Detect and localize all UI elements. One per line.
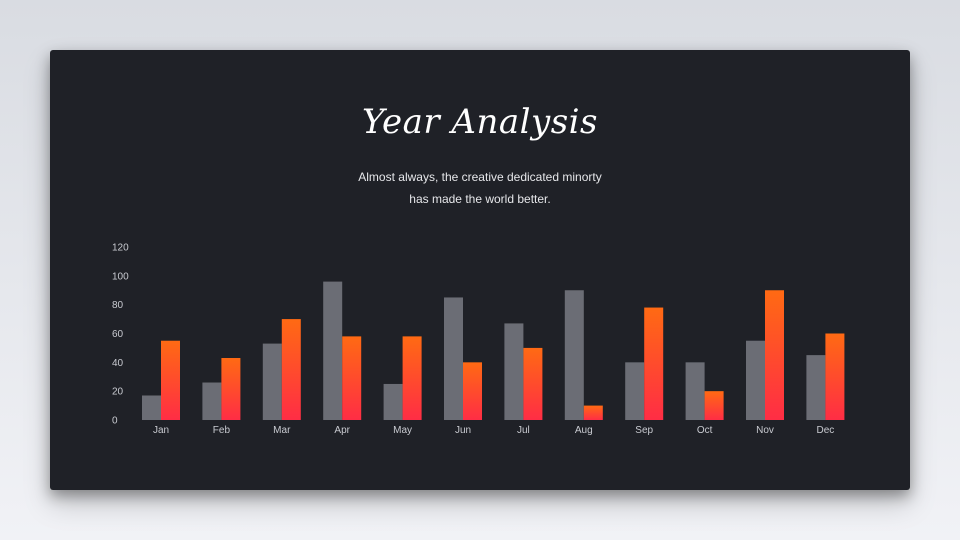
y-tick-label: 20 bbox=[112, 387, 124, 398]
bar-gray bbox=[625, 362, 645, 420]
x-tick-label: Jan bbox=[153, 425, 169, 436]
bar-gray bbox=[444, 297, 463, 420]
subtitle-line-2: has made the world better. bbox=[409, 192, 551, 206]
x-tick-label: Jun bbox=[455, 425, 471, 436]
bar-orange bbox=[704, 391, 724, 420]
x-tick-label: Apr bbox=[334, 425, 350, 436]
bar-gray bbox=[746, 340, 765, 420]
bar-orange bbox=[281, 319, 301, 420]
x-tick-label: Oct bbox=[697, 425, 713, 436]
bar-gray bbox=[142, 395, 161, 420]
y-tick-label: 40 bbox=[112, 358, 124, 369]
bar-orange bbox=[463, 362, 482, 420]
bar-orange bbox=[161, 340, 180, 420]
x-axis: Jan Feb Mar Apr May Jun Jul Aug Sep Oct Nov Dec bbox=[153, 425, 834, 436]
bar-orange bbox=[583, 405, 603, 420]
bars bbox=[142, 281, 845, 420]
slide-panel: Year Analysis Almost always, the creativ… bbox=[50, 50, 910, 490]
bar-gray bbox=[262, 343, 282, 420]
bar-gray bbox=[383, 383, 403, 420]
bar-orange bbox=[765, 290, 784, 420]
bar-gray bbox=[806, 355, 826, 420]
bar-gray bbox=[202, 382, 222, 420]
x-tick-label: Jul bbox=[517, 425, 530, 436]
bar-orange bbox=[644, 307, 664, 420]
bar-gray bbox=[685, 362, 705, 420]
x-tick-label: Nov bbox=[756, 425, 774, 436]
bar-orange bbox=[523, 347, 543, 420]
x-tick-label: Dec bbox=[817, 425, 835, 436]
bar-gray bbox=[564, 290, 584, 420]
bar-chart: 0 20 40 60 80 100 120 Jan Feb Mar Apr May Jun Jul Aug… bbox=[112, 243, 845, 436]
y-tick-label: 60 bbox=[112, 329, 124, 340]
bar-gray bbox=[504, 323, 524, 420]
slide-title: Year Analysis bbox=[361, 102, 599, 142]
bar-orange bbox=[402, 336, 422, 420]
bar-orange bbox=[825, 333, 845, 420]
y-tick-label: 80 bbox=[112, 300, 124, 311]
bar-orange bbox=[221, 358, 241, 420]
subtitle-line-1: Almost always, the creative dedicated mi… bbox=[358, 170, 602, 184]
y-axis: 0 20 40 60 80 100 120 bbox=[112, 243, 129, 427]
slide-subtitle: Almost always, the creative dedicated mi… bbox=[50, 166, 910, 210]
x-tick-label: Sep bbox=[635, 425, 653, 436]
bar-orange bbox=[342, 336, 362, 420]
y-tick-label: 120 bbox=[112, 243, 129, 254]
x-tick-label: Mar bbox=[273, 425, 291, 436]
bar-gray bbox=[323, 281, 343, 420]
y-tick-label: 0 bbox=[112, 416, 118, 427]
x-tick-label: Feb bbox=[213, 425, 231, 436]
x-tick-label: Aug bbox=[575, 425, 593, 436]
y-tick-label: 100 bbox=[112, 271, 129, 282]
x-tick-label: May bbox=[393, 425, 412, 436]
